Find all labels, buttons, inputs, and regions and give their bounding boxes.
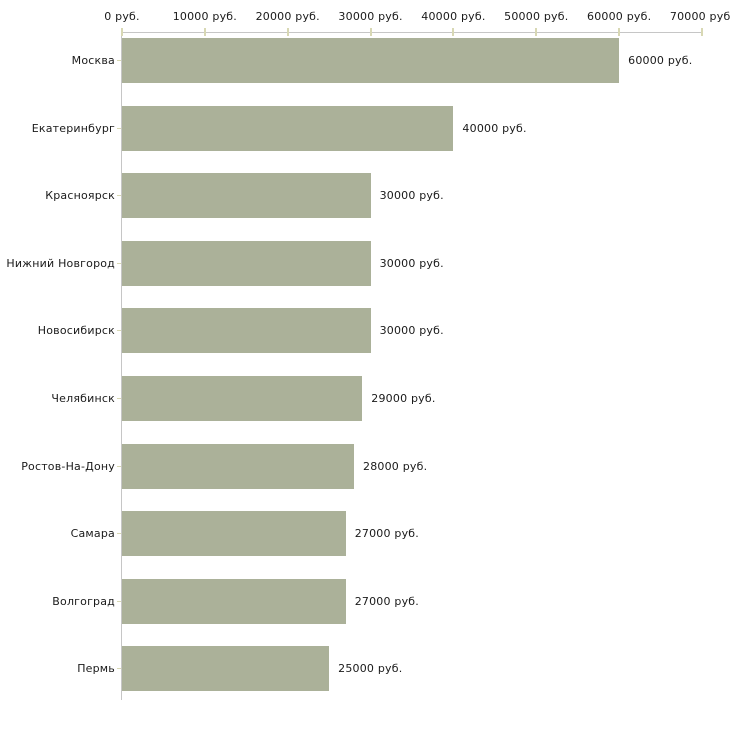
x-axis-tick bbox=[121, 28, 123, 36]
category-label: Красноярск bbox=[45, 189, 115, 203]
bar bbox=[122, 240, 371, 286]
bar-row: Челябинск 29000 руб. bbox=[0, 376, 730, 421]
x-axis-tick-label: 40000 руб. bbox=[421, 10, 486, 23]
bar-row: Ростов-На-Дону 28000 руб. bbox=[0, 443, 730, 489]
value-label: 30000 руб. bbox=[379, 189, 444, 203]
x-axis-tick bbox=[535, 28, 538, 36]
x-axis-tick-label: 70000 руб. bbox=[669, 10, 730, 23]
x-axis-tick-label: 30000 руб. bbox=[338, 10, 403, 23]
category-label: Москва bbox=[71, 54, 115, 67]
bar-row: Екатеринбург 40000 руб. bbox=[0, 105, 730, 151]
bar bbox=[122, 308, 371, 354]
y-axis-tick bbox=[117, 600, 121, 602]
category-label: Новосибирск bbox=[37, 324, 115, 338]
value-label: 27000 руб. bbox=[354, 527, 419, 541]
category-label: Челябинск bbox=[51, 392, 115, 405]
x-axis-tick bbox=[701, 28, 703, 36]
x-axis-tick bbox=[203, 28, 206, 36]
x-axis-tick bbox=[452, 28, 455, 36]
value-label: 25000 руб. bbox=[338, 662, 403, 676]
bar-row: Самара 27000 руб. bbox=[0, 511, 730, 557]
category-label: Ростов-На-Дону bbox=[21, 459, 115, 473]
x-axis-tick bbox=[618, 28, 621, 36]
bar-row: Красноярск 30000 руб. bbox=[0, 173, 730, 219]
bar bbox=[122, 38, 620, 83]
bar-row: Новосибирск 30000 руб. bbox=[0, 308, 730, 354]
x-axis-tick-label: 50000 руб. bbox=[504, 10, 569, 23]
x-axis-tick-label: 20000 руб. bbox=[255, 10, 320, 23]
category-label: Екатеринбург bbox=[31, 121, 115, 135]
y-axis-tick bbox=[117, 262, 121, 264]
value-label: 29000 руб. bbox=[371, 392, 436, 405]
y-axis-tick bbox=[117, 60, 121, 61]
category-label: Волгоград bbox=[52, 594, 115, 608]
x-axis-tick-label: 10000 руб. bbox=[172, 10, 237, 23]
x-axis-tick bbox=[286, 28, 289, 36]
value-label: 60000 руб. bbox=[628, 54, 693, 67]
y-axis-tick bbox=[117, 195, 121, 197]
bar bbox=[122, 105, 454, 151]
x-axis-tick bbox=[369, 28, 372, 36]
x-axis-tick-label: 0 руб. bbox=[104, 10, 140, 23]
category-label: Пермь bbox=[77, 662, 115, 676]
bar bbox=[122, 376, 363, 421]
bar bbox=[122, 578, 346, 624]
category-label: Самара bbox=[70, 527, 115, 541]
y-axis-tick bbox=[117, 398, 121, 399]
bar bbox=[122, 173, 371, 219]
x-axis-line bbox=[121, 32, 702, 33]
value-label: 27000 руб. bbox=[354, 594, 419, 608]
y-axis-tick bbox=[117, 127, 121, 129]
value-label: 30000 руб. bbox=[379, 256, 444, 270]
x-axis-tick-label: 60000 руб. bbox=[587, 10, 652, 23]
value-label: 28000 руб. bbox=[363, 459, 428, 473]
category-label: Нижний Новгород bbox=[6, 256, 115, 270]
bar-row: Нижний Новгород 30000 руб. bbox=[0, 240, 730, 286]
y-axis-tick bbox=[117, 330, 121, 332]
bar bbox=[122, 443, 354, 489]
y-axis-tick bbox=[117, 668, 121, 670]
bar-row: Пермь 25000 руб. bbox=[0, 646, 730, 692]
bar bbox=[122, 511, 346, 557]
y-axis-tick bbox=[117, 533, 121, 535]
value-label: 40000 руб. bbox=[462, 121, 527, 135]
bar-row: Волгоград 27000 руб. bbox=[0, 578, 730, 624]
y-axis-line bbox=[121, 32, 122, 700]
bar bbox=[122, 646, 330, 692]
y-axis-tick bbox=[117, 465, 121, 467]
value-label: 30000 руб. bbox=[379, 324, 444, 338]
bar-row: Москва 60000 руб. bbox=[0, 38, 730, 83]
